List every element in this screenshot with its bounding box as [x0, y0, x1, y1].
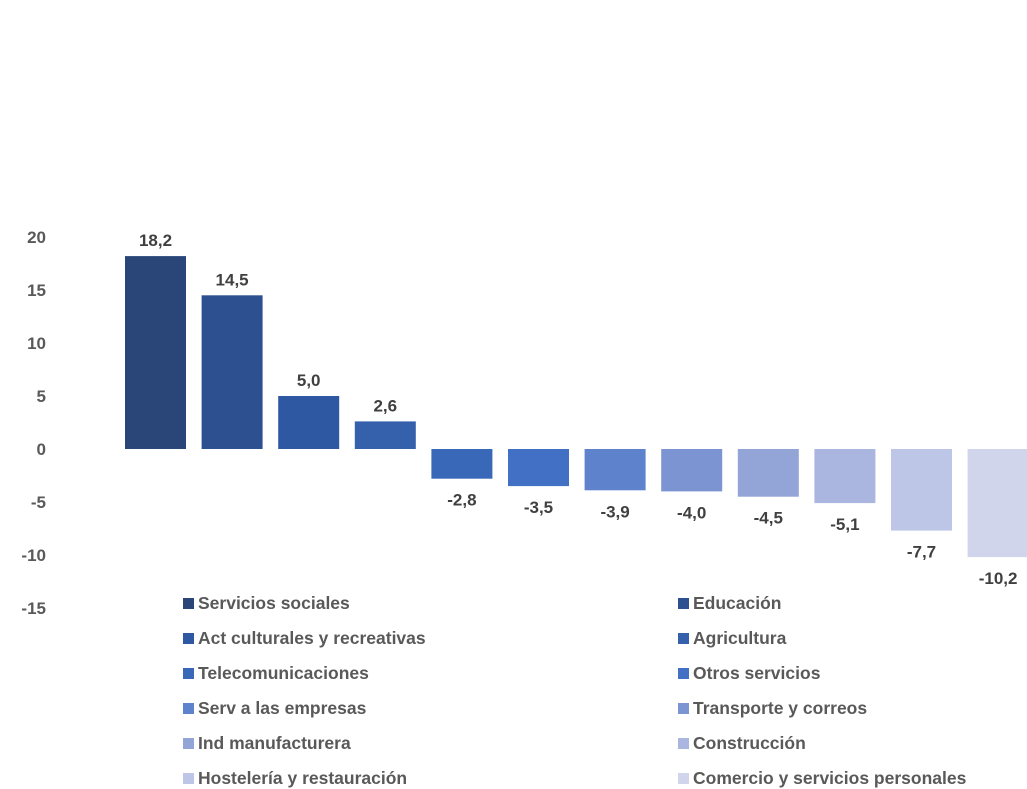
bar-value-label: -3,9: [600, 502, 629, 521]
legend-swatch: [678, 703, 689, 714]
y-tick-label: 20: [27, 228, 46, 247]
legend-swatch: [678, 773, 689, 784]
legend-swatch: [678, 738, 689, 749]
legend-label: Agricultura: [693, 628, 787, 648]
bar-value-label: 14,5: [216, 270, 249, 289]
bar: [278, 396, 340, 449]
legend-label: Construcción: [693, 733, 806, 753]
y-tick-label: 10: [27, 334, 46, 353]
bar: [967, 449, 1027, 558]
bar-value-label: 5,0: [297, 371, 321, 390]
bar-value-label: 2,6: [373, 396, 397, 415]
bar: [891, 449, 952, 531]
bar-value-label: -4,5: [754, 509, 783, 528]
legend-label: Telecomunicaciones: [198, 663, 369, 683]
legend-item: Servicios sociales: [183, 593, 350, 614]
bar-value-label: -5,1: [830, 515, 859, 534]
bar-value-label: -10,2: [979, 569, 1018, 588]
y-tick-label: 0: [37, 440, 46, 459]
legend-label: Serv a las empresas: [198, 698, 367, 718]
bar: [354, 421, 416, 449]
bar: [125, 256, 186, 449]
legend-label: Ind manufacturera: [198, 733, 351, 753]
legend-label: Servicios sociales: [198, 593, 350, 613]
legend-item: Otros servicios: [678, 663, 820, 684]
legend-item: Construcción: [678, 733, 806, 754]
legend-item: Agricultura: [678, 628, 786, 649]
legend-label: Educación: [693, 593, 782, 613]
bar-value-label: 18,2: [139, 231, 172, 250]
bar: [201, 295, 263, 449]
bar-value-label: -2,8: [447, 491, 476, 510]
legend-swatch: [678, 633, 689, 644]
legend-swatch: [183, 633, 194, 644]
legend-swatch: [183, 703, 194, 714]
bar-value-label: -7,7: [907, 543, 936, 562]
y-tick-label: -5: [31, 493, 46, 512]
y-tick-label: -15: [21, 599, 46, 618]
bar-value-label: -3,5: [524, 498, 553, 517]
legend-label: Otros servicios: [693, 663, 821, 683]
legend-item: Educación: [678, 593, 782, 614]
legend-item: Act culturales y recreativas: [183, 628, 426, 649]
y-tick-label: 5: [37, 387, 46, 406]
y-tick-label: 15: [27, 281, 46, 300]
bar: [661, 449, 723, 492]
legend-swatch: [183, 668, 194, 679]
legend-item: Hostelería y restauración: [183, 768, 407, 789]
legend-label: Comercio y servicios personales: [693, 768, 967, 788]
legend-item: Comercio y servicios personales: [678, 768, 966, 789]
legend-item: Ind manufacturera: [183, 733, 351, 754]
legend-label: Act culturales y recreativas: [198, 628, 426, 648]
data-labels: 18,2 14,5 5,0 2,6 -2,8 -3,5 -3,9 -4,0 -4,5 -5,1 -7…: [139, 231, 1018, 588]
bar: [737, 449, 799, 497]
legend-label: Hostelería y restauración: [198, 768, 408, 788]
y-tick-label: -10: [21, 546, 46, 565]
legend-swatch: [183, 773, 194, 784]
bar: [814, 449, 876, 504]
y-axis: 20 15 10 5 0 -5 -10 -15: [21, 228, 46, 618]
bar-series: [125, 256, 1027, 558]
bar: [584, 449, 646, 491]
legend-swatch: [183, 598, 194, 609]
legend-item: Transporte y correos: [678, 698, 867, 719]
legend-item: Serv a las empresas: [183, 698, 366, 719]
legend-swatch: [678, 668, 689, 679]
bar-value-label: -4,0: [677, 503, 706, 522]
legend-item: Telecomunicaciones: [183, 663, 369, 684]
legend-swatch: [678, 598, 689, 609]
bar: [508, 449, 569, 487]
legend-swatch: [183, 738, 194, 749]
legend-label: Transporte y correos: [693, 698, 868, 718]
bar: [431, 449, 493, 479]
